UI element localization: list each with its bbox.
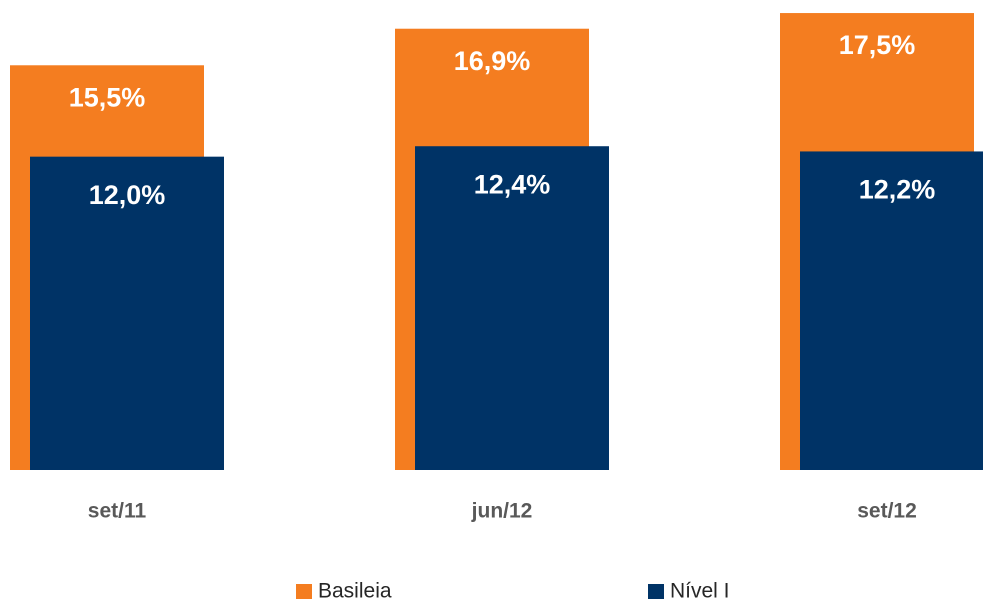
value-label: 15,5%: [69, 82, 146, 112]
x-tick-label: set/11: [88, 500, 147, 523]
x-tick-label: jun/12: [471, 500, 533, 523]
bar: [30, 156, 224, 470]
value-label: 17,5%: [839, 30, 916, 60]
legend-swatch: [296, 584, 312, 599]
legend-label: Nível I: [670, 580, 730, 599]
legend-swatch: [648, 584, 664, 599]
legend-label: Basileia: [318, 580, 392, 599]
value-label: 12,0%: [89, 180, 166, 210]
bar: [415, 146, 609, 470]
value-label: 16,9%: [454, 46, 531, 76]
bar: [800, 151, 983, 470]
x-tick-label: set/12: [857, 500, 917, 523]
value-label: 12,4%: [474, 169, 551, 199]
value-label: 12,2%: [859, 175, 936, 205]
